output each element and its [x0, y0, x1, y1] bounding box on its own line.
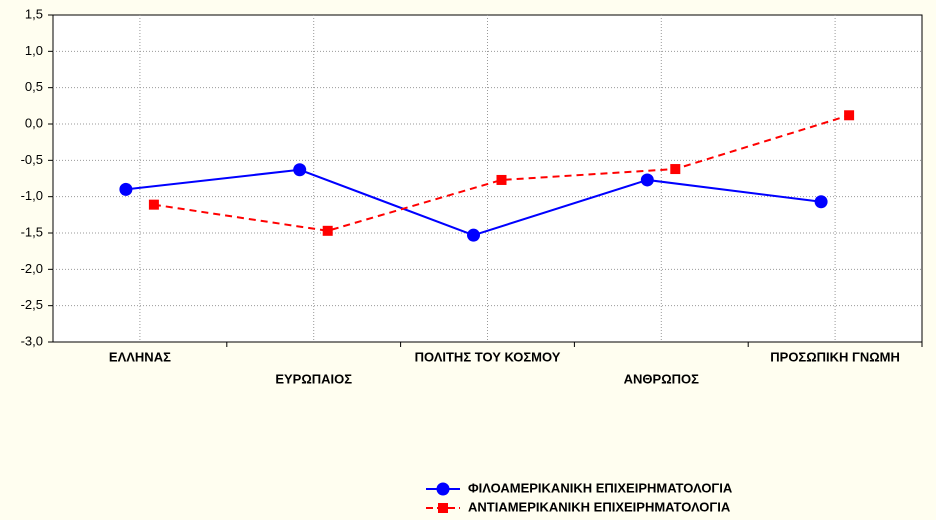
plot-area — [52, 14, 923, 343]
legend-marker — [438, 503, 448, 513]
x-tick-label: ΕΛΛΗΝΑΣ — [109, 349, 171, 364]
point — [496, 174, 507, 185]
y-tick-label: -1,0 — [21, 188, 43, 203]
point — [670, 164, 681, 175]
y-tick-label: 1,5 — [25, 6, 43, 21]
point — [119, 182, 133, 196]
point — [148, 199, 159, 210]
y-tick-label: 0,5 — [25, 79, 43, 94]
point — [844, 110, 855, 121]
x-tick-label: ΕΥΡΩΠΑΙΟΣ — [275, 371, 352, 386]
x-tick-label: ΠΡΟΣΩΠΙΚΗ ΓΝΩΜΗ — [770, 349, 900, 364]
y-tick-label: -2,0 — [21, 261, 43, 276]
point — [814, 195, 828, 209]
y-tick-label: -1,5 — [21, 224, 43, 239]
legend-label: ΑΝΤΙΑΜΕΡΙΚΑΝΙΚΗ ΕΠΙΧΕΙΡΗΜΑΤΟΛΟΓΙΑ — [468, 499, 731, 514]
series-line — [153, 114, 850, 232]
legend-label: ΦΙΛΟΑΜΕΡΙΚΑΝΙΚΗ ΕΠΙΧΕΙΡΗΜΑΤΟΛΟΓΙΑ — [468, 480, 733, 495]
point — [467, 228, 480, 242]
point — [640, 173, 654, 187]
y-tick-label: 0,0 — [25, 115, 43, 130]
y-tick-label: -0,5 — [21, 152, 43, 167]
y-tick-label: 1,0 — [25, 43, 43, 58]
point — [322, 225, 333, 236]
y-tick-label: -3,0 — [21, 333, 43, 348]
legend-marker — [436, 482, 450, 496]
point — [293, 163, 307, 177]
x-tick-label: ΠΟΛΙΤΗΣ ΤΟΥ ΚΟΣΜΟΥ — [415, 349, 561, 364]
y-tick-label: -2,5 — [21, 297, 43, 312]
x-tick-label: ΑΝΘΡΩΠΟΣ — [624, 371, 699, 386]
